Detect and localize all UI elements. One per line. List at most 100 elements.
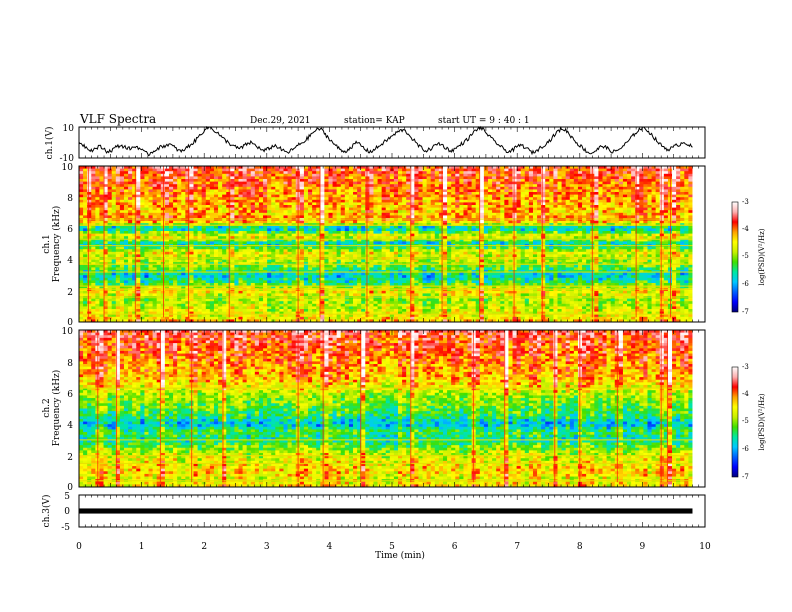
spectrogram-cell: [283, 301, 288, 305]
spectrogram-cell: [238, 236, 243, 240]
spectrogram-cell: [263, 225, 268, 229]
spectrogram-cell: [344, 228, 350, 232]
spectrogram-cell: [128, 173, 133, 177]
spectrogram-cell: [320, 184, 325, 188]
spectrogram-cell: [348, 210, 354, 214]
spectrogram-cell: [111, 192, 117, 195]
spectrogram-cell: [258, 251, 264, 255]
spectrogram-cell: [115, 215, 121, 219]
spectrogram-cell: [164, 277, 170, 281]
spectrogram-cell: [99, 186, 104, 190]
spectrogram-cell: [291, 311, 297, 315]
spectrogram-cell: [299, 241, 305, 245]
spectrogram-cell: [246, 238, 252, 242]
spectrogram-cell: [103, 181, 109, 185]
spectrogram-cell: [250, 186, 256, 190]
spectrogram-cell: [79, 309, 84, 312]
spectrogram-cell: [205, 228, 211, 232]
spectrogram-cell: [164, 249, 170, 253]
spectrogram-cell: [279, 197, 284, 201]
spectrogram-cell: [385, 277, 391, 281]
spectrogram-cell: [107, 254, 113, 258]
spectrogram-cell: [136, 319, 141, 323]
spectrogram-cell: [316, 309, 321, 312]
spectrogram-cell: [320, 186, 325, 190]
spectrogram-cell: [275, 225, 280, 229]
spectrogram-cell: [267, 181, 272, 185]
spectrogram-cell: [267, 285, 272, 289]
spectrogram-cell: [115, 285, 121, 289]
spectrogram-cell: [189, 228, 194, 232]
spectrogram-cell: [132, 176, 137, 180]
spectrogram-cell: [95, 309, 100, 312]
spectrogram-cell: [316, 280, 321, 284]
spectrogram-cell: [299, 259, 305, 263]
spectrogram-cell: [156, 306, 162, 310]
spectrogram-cell: [320, 319, 325, 323]
spectrogram-cell: [140, 199, 145, 203]
spectrogram-cell: [205, 215, 211, 219]
spectrogram-cell: [385, 228, 391, 232]
spectrogram-cell: [365, 199, 370, 203]
spectrogram-cell: [140, 267, 145, 271]
spectrogram-cell: [324, 251, 329, 255]
spectrogram-cell: [238, 306, 243, 310]
spectrogram-cell: [279, 233, 284, 237]
spectrogram-cell: [177, 272, 182, 276]
spectrogram-cell: [271, 192, 276, 195]
spectrogram-cell: [152, 280, 158, 284]
spectrogram-cell: [79, 319, 84, 323]
spectrogram-cell: [275, 314, 280, 318]
spectrogram-cell: [389, 236, 395, 240]
spectrogram-cell: [144, 179, 149, 182]
spectrogram-cell: [291, 202, 297, 206]
spectrogram-cell: [308, 210, 313, 214]
spectrogram-cell: [291, 246, 297, 250]
spectrogram-cell: [197, 225, 203, 229]
spectrogram-cell: [291, 207, 297, 211]
spectrogram-cell: [275, 254, 280, 258]
spectrogram-cell: [173, 267, 178, 271]
spectrogram-cell: [193, 311, 199, 315]
spectrogram-cell: [263, 186, 268, 190]
spectrogram-cell: [291, 199, 297, 203]
spectrogram-cell: [308, 215, 313, 219]
spectrogram-cell: [189, 254, 194, 258]
spectrogram-cell: [258, 186, 264, 190]
spectrogram-cell: [152, 231, 158, 234]
spectrogram-cell: [246, 306, 252, 310]
spectrogram-cell: [218, 293, 223, 297]
spectrogram-cell: [185, 228, 190, 232]
spectrogram-cell: [197, 264, 203, 268]
spectrogram-cell: [115, 264, 121, 268]
spectrogram-cell: [87, 199, 92, 203]
spectrogram-cell: [107, 280, 113, 284]
spectrogram-cell: [344, 298, 350, 302]
spectrogram-cell: [369, 275, 374, 279]
spectrogram-cell: [332, 231, 338, 234]
spectrogram-cell: [140, 275, 145, 279]
spectrogram-cell: [164, 212, 170, 216]
spectrogram-cell: [234, 181, 239, 185]
spectrogram-cell: [226, 189, 231, 193]
spectrogram-cell: [348, 205, 354, 208]
spectrogram-cell: [389, 275, 395, 279]
spectrogram-cell: [393, 207, 399, 211]
spectrogram-cell: [377, 283, 383, 286]
spectrogram-cell: [344, 199, 350, 203]
spectrogram-cell: [279, 228, 284, 232]
spectrogram-cell: [148, 186, 154, 190]
spectrogram-cell: [132, 301, 137, 305]
spectrogram-cell: [287, 319, 293, 323]
spectrogram-cell: [99, 171, 104, 175]
spectrogram-cell: [156, 215, 162, 219]
spectrogram-cell: [230, 179, 235, 182]
spectrogram-cell: [246, 207, 252, 211]
spectrogram-cell: [87, 192, 92, 195]
spectrogram-cell: [238, 171, 243, 175]
spectrogram-cell: [95, 285, 100, 289]
spectrogram-cell: [99, 249, 104, 253]
spectrogram-cell: [83, 202, 88, 206]
spectrogram-cell: [381, 225, 387, 229]
spectrogram-cell: [95, 199, 100, 203]
